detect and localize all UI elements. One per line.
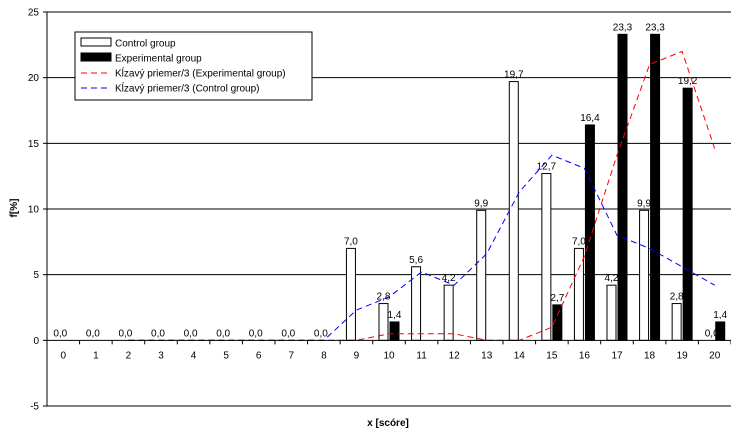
control-data-label: 2,8 xyxy=(670,292,684,303)
x-tick-label: 14 xyxy=(514,350,526,361)
x-tick-label: 17 xyxy=(611,350,623,361)
control-data-label: 4,2 xyxy=(605,273,619,284)
control-data-label: 7,0 xyxy=(572,236,586,247)
control-bar xyxy=(541,173,552,341)
y-tick-label: 5 xyxy=(33,270,39,281)
x-tick-label: 20 xyxy=(709,350,721,361)
data-labels: 0,0 0,0 0,0 0,0 0,0 0,0 0,0 0,0 0,0 7,0 2,8 5,6 4,2 9… xyxy=(53,22,727,339)
control-data-label: 0,0 xyxy=(249,328,263,339)
x-tick-label: 9 xyxy=(354,350,360,361)
control-data-label: 0,0 xyxy=(281,328,295,339)
x-tick-label: 3 xyxy=(158,350,164,361)
control-data-label: 2,8 xyxy=(377,292,391,303)
experimental-bar xyxy=(650,33,661,341)
x-tick-label: 6 xyxy=(256,350,262,361)
x-tick-label: 1 xyxy=(93,350,99,361)
control-data-label: 5,6 xyxy=(409,255,423,266)
experimental-bar xyxy=(584,124,595,341)
y-tick-label: 0 xyxy=(33,336,39,347)
x-tick-label: 8 xyxy=(321,350,327,361)
control-data-label: 0,0 xyxy=(86,328,100,339)
legend-label: Kĺzavý priemer/3 (Control group) xyxy=(115,82,260,95)
experimental-data-label: 23,3 xyxy=(613,22,633,33)
legend-label: Kĺzavý priemer/3 (Experimental group) xyxy=(115,67,286,80)
experimental-moving-average-line xyxy=(128,50,716,341)
legend-swatch-experimental xyxy=(80,52,112,62)
legend-label: Control group xyxy=(115,39,176,50)
control-bar xyxy=(508,81,519,341)
experimental-data-label: 1,4 xyxy=(713,310,727,321)
x-tick-label: 7 xyxy=(289,350,295,361)
x-axis-label: x [scóre] xyxy=(367,418,409,429)
control-bar xyxy=(443,284,454,341)
x-tick-label: 0 xyxy=(61,350,67,361)
y-tick-label: 20 xyxy=(28,73,40,84)
control-bar xyxy=(639,209,650,341)
control-data-label: 0,0 xyxy=(216,328,230,339)
experimental-bar xyxy=(617,33,628,341)
experimental-data-label: 2,7 xyxy=(550,293,564,304)
control-bar xyxy=(606,284,617,341)
control-data-label: 7,0 xyxy=(344,236,358,247)
control-moving-average-line xyxy=(128,154,715,341)
legend: Control group Experimental group Kĺzavý pr… xyxy=(74,31,313,101)
y-axis-label: f[%] xyxy=(9,199,20,218)
legend-box xyxy=(74,31,313,101)
control-data-label: 9,9 xyxy=(474,198,488,209)
x-tick-label: 11 xyxy=(416,350,427,361)
y-tick-label: 10 xyxy=(28,205,40,216)
x-tick-label: 13 xyxy=(481,350,493,361)
control-data-label: 0,0 xyxy=(118,328,132,339)
legend-label: Experimental group xyxy=(115,54,202,65)
y-tick-label: 25 xyxy=(28,8,40,19)
control-data-label: 9,9 xyxy=(637,198,651,209)
experimental-data-label: 19,2 xyxy=(678,76,698,87)
x-tick-label: 2 xyxy=(126,350,132,361)
x-tick-label: 15 xyxy=(546,350,558,361)
control-bar xyxy=(345,247,356,341)
x-tick-label: 10 xyxy=(383,350,395,361)
control-data-label: 0,0 xyxy=(151,328,165,339)
control-data-label: 12,7 xyxy=(537,162,557,173)
control-data-label: 0,0 xyxy=(53,328,67,339)
y-tick-label: 15 xyxy=(28,139,40,150)
x-tick-label: 5 xyxy=(223,350,229,361)
experimental-data-label: 23,3 xyxy=(645,22,665,33)
control-bar xyxy=(411,266,422,341)
experimental-bar xyxy=(682,87,693,341)
control-bar xyxy=(671,303,682,341)
legend-swatch-control xyxy=(80,37,112,47)
x-tick-label: 18 xyxy=(644,350,656,361)
experimental-bar xyxy=(389,321,400,341)
control-data-label: 0,0 xyxy=(314,328,328,339)
control-data-label: 0,0 xyxy=(705,328,719,339)
bars xyxy=(345,33,726,341)
x-tick-label: 19 xyxy=(677,350,689,361)
x-tick-label: 12 xyxy=(449,350,461,361)
x-tick-label: 16 xyxy=(579,350,591,361)
control-data-label: 0,0 xyxy=(184,328,198,339)
control-bar xyxy=(573,247,584,341)
experimental-data-label: 16,4 xyxy=(580,113,600,124)
y-tick-label: -5 xyxy=(30,402,39,413)
control-data-label: 4,2 xyxy=(442,273,456,284)
moving-average-lines xyxy=(128,50,716,341)
control-data-label: 19,7 xyxy=(504,70,524,81)
x-tick-label: 4 xyxy=(191,350,197,361)
experimental-data-label: 1,4 xyxy=(388,310,402,321)
control-bar xyxy=(476,209,487,341)
